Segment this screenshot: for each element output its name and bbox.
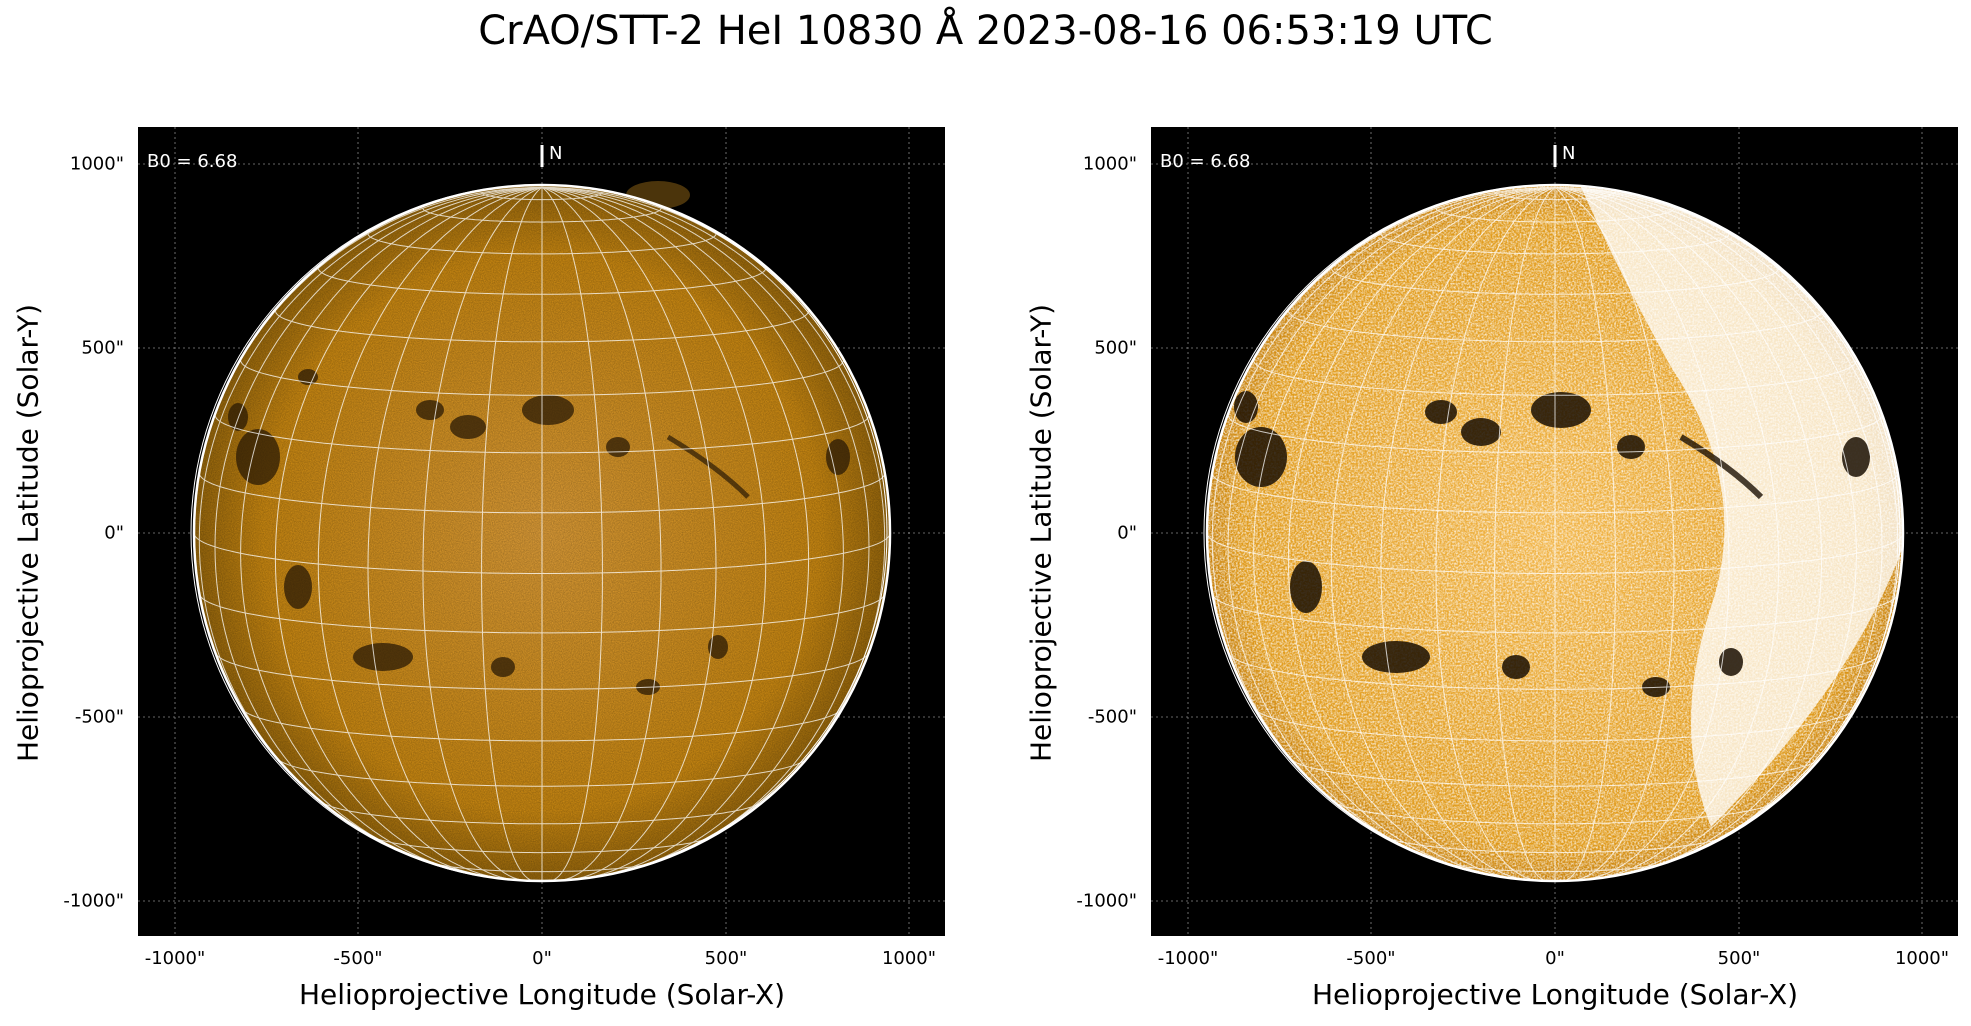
meridian-line <box>541 187 603 881</box>
meridian-line <box>1554 186 1899 824</box>
parallel-line <box>198 472 886 514</box>
right-solar-image <box>1151 127 1958 936</box>
right-solar-panel: B0 = 6.68 N <box>1151 127 1958 936</box>
meridian-line <box>1494 187 1556 881</box>
parallel-line <box>1227 414 1883 454</box>
left-solar-image <box>138 127 945 936</box>
parallel-line <box>321 801 763 825</box>
xtick-minus-500: -500" <box>333 948 383 969</box>
meridian-line <box>1435 186 1556 881</box>
parallel-line <box>371 836 713 854</box>
xtick-1000: 1000" <box>881 948 937 969</box>
figure-title: CrAO/STT-2 HeI 10830 Å 2023-08-16 06:53:… <box>478 8 1493 54</box>
parallel-line <box>199 594 885 634</box>
parallel-line <box>1334 801 1776 825</box>
y-axis-label: Helioprojective Latitude (Solar-Y) <box>11 303 45 763</box>
xtick-0: 0" <box>1545 948 1565 969</box>
b0-label: B0 = 6.68 <box>1160 151 1251 172</box>
parallel-line <box>1494 192 1616 201</box>
meridian-line <box>240 186 543 874</box>
north-label: N <box>549 143 563 164</box>
ytick-minus-1000: -1000" <box>1076 890 1137 912</box>
parallel-line <box>274 310 810 343</box>
meridian-line <box>541 186 662 881</box>
parallel-line <box>1287 310 1823 343</box>
xtick-minus-500: -500" <box>1346 948 1396 969</box>
meridian-line <box>541 186 767 880</box>
parallel-line <box>1253 360 1857 396</box>
xtick-0: 0" <box>532 948 552 969</box>
xtick-1000: 1000" <box>1894 948 1950 969</box>
parallel-line <box>215 653 869 690</box>
meridian-line <box>1211 186 1556 824</box>
x-axis-label: Helioprojective Longitude (Solar-X) <box>1311 978 1799 1011</box>
parallel-line <box>214 414 870 454</box>
parallel-line <box>1289 758 1821 787</box>
parallel-line <box>481 192 603 201</box>
ytick-minus-1000: -1000" <box>63 890 124 912</box>
meridian-line <box>198 186 543 824</box>
ytick-500: 500" <box>81 337 124 359</box>
heliographic-grid <box>194 186 890 881</box>
meridian-line <box>541 186 844 874</box>
parallel-line <box>1330 268 1780 295</box>
meridian-line <box>1554 186 1857 874</box>
meridian-line <box>1330 186 1556 880</box>
ytick-1000: 1000" <box>69 153 124 175</box>
b0-label: B0 = 6.68 <box>147 151 238 172</box>
xtick-minus-1000: -1000" <box>144 948 206 969</box>
meridian-line <box>1554 186 1675 881</box>
ytick-1000: 1000" <box>1082 153 1137 175</box>
parallel-line <box>430 862 654 873</box>
parallel-line <box>1207 532 1903 574</box>
ytick-0: 0" <box>104 522 124 544</box>
ytick-0: 0" <box>1117 522 1137 544</box>
parallel-line <box>240 360 844 396</box>
meridian-line <box>481 187 543 881</box>
meridian-line <box>367 186 543 881</box>
parallel-line <box>1212 594 1898 634</box>
parallel-line <box>1228 653 1882 690</box>
xtick-500: 500" <box>1717 948 1761 969</box>
parallel-line <box>422 208 662 223</box>
meridian-line <box>541 186 886 824</box>
meridian-line <box>541 186 717 881</box>
parallel-line <box>367 233 717 255</box>
meridian-line <box>1380 186 1556 881</box>
y-axis-label: Helioprojective Latitude (Solar-Y) <box>1024 303 1058 763</box>
ytick-500: 500" <box>1094 337 1137 359</box>
parallel-line <box>1435 208 1675 223</box>
parallel-line <box>1380 233 1730 255</box>
parallel-line <box>1443 862 1667 873</box>
meridian-line <box>317 186 543 880</box>
meridian-line <box>1554 186 1730 881</box>
parallel-line <box>1384 836 1726 854</box>
meridian-line <box>422 186 543 881</box>
heliographic-grid <box>1207 186 1903 881</box>
x-axis-label: Helioprojective Longitude (Solar-X) <box>298 978 786 1011</box>
xtick-500: 500" <box>704 948 748 969</box>
parallel-line <box>241 708 843 742</box>
meridian-line <box>1554 186 1780 880</box>
parallel-line <box>317 268 767 295</box>
ytick-minus-500: -500" <box>74 706 124 728</box>
parallel-line <box>1211 472 1899 514</box>
parallel-line <box>194 532 890 574</box>
ytick-minus-500: -500" <box>1087 706 1137 728</box>
meridian-line <box>1554 187 1616 881</box>
meridian-line <box>1253 186 1556 874</box>
north-label: N <box>1562 143 1576 164</box>
parallel-line <box>1254 708 1856 742</box>
xtick-minus-1000: -1000" <box>1157 948 1219 969</box>
left-solar-panel: B0 = 6.68 N <box>138 127 945 936</box>
parallel-line <box>276 758 808 787</box>
